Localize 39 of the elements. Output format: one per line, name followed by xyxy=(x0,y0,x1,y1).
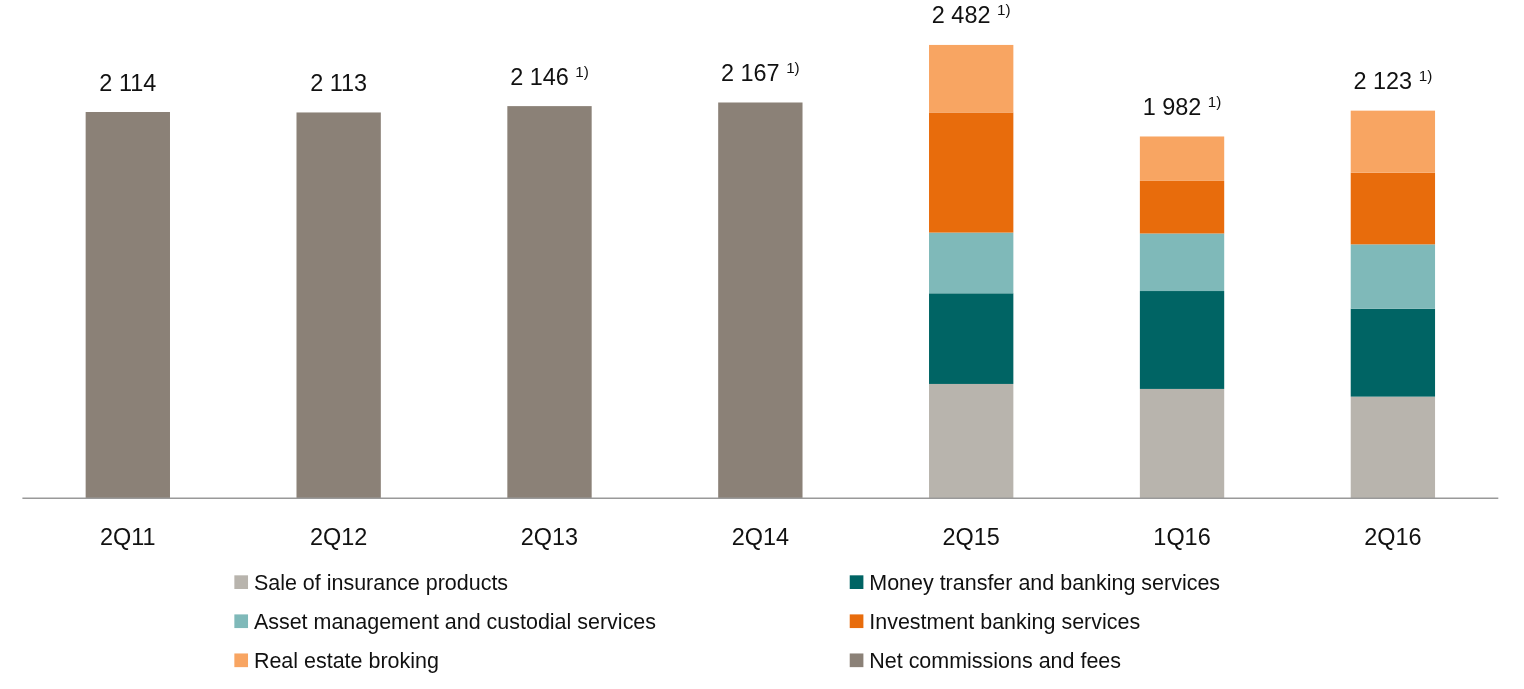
bar xyxy=(929,293,1014,384)
annotation: 1 982 $^{1)}$ xyxy=(1142,92,1222,120)
bar xyxy=(1350,110,1436,173)
x-tick-label: 2Q11 xyxy=(100,524,156,551)
x-tick-label: 2Q13 xyxy=(520,524,579,551)
legend-label: Investment banking services xyxy=(869,610,1141,635)
annotation: 2 167 $^{1)}$ xyxy=(720,58,800,86)
bar xyxy=(929,232,1014,294)
annotation: 2 482 $^{1)}$ xyxy=(931,0,1011,29)
bar xyxy=(1350,308,1436,397)
x-tick-label: 2Q12 xyxy=(309,524,368,551)
bar xyxy=(296,112,381,499)
bar xyxy=(507,106,592,499)
annotation: 2 146 $^{1)}$ xyxy=(510,62,589,90)
x-tick-label: 2Q15 xyxy=(942,524,1000,551)
legend-label: Asset management and custodial services xyxy=(253,610,657,635)
x-tick-label: 2Q14 xyxy=(731,524,790,551)
annotation: 2 114 xyxy=(99,69,157,96)
legend-label: Sale of insurance products xyxy=(253,570,509,595)
bar xyxy=(1139,233,1225,292)
x-tick-label: 1Q16 xyxy=(1153,524,1211,551)
bar xyxy=(929,44,1014,113)
bar xyxy=(1350,172,1436,245)
bar xyxy=(1139,136,1225,181)
annotation: 2 113 xyxy=(310,69,368,96)
bar xyxy=(1350,244,1436,309)
x-tick-label: 2Q16 xyxy=(1364,524,1422,551)
legend-label: Money transfer and banking services xyxy=(869,570,1221,595)
bar xyxy=(929,112,1014,233)
legend-label: Net commissions and fees xyxy=(869,649,1122,674)
bar xyxy=(1139,291,1225,389)
bar xyxy=(1139,388,1225,499)
bar xyxy=(1139,180,1225,234)
bar xyxy=(1350,396,1436,499)
bar xyxy=(929,383,1014,499)
annotation: 2 123 $^{1)}$ xyxy=(1353,66,1433,95)
bar xyxy=(718,102,803,499)
legend-label: Real estate broking xyxy=(253,649,439,674)
bar xyxy=(85,112,170,499)
